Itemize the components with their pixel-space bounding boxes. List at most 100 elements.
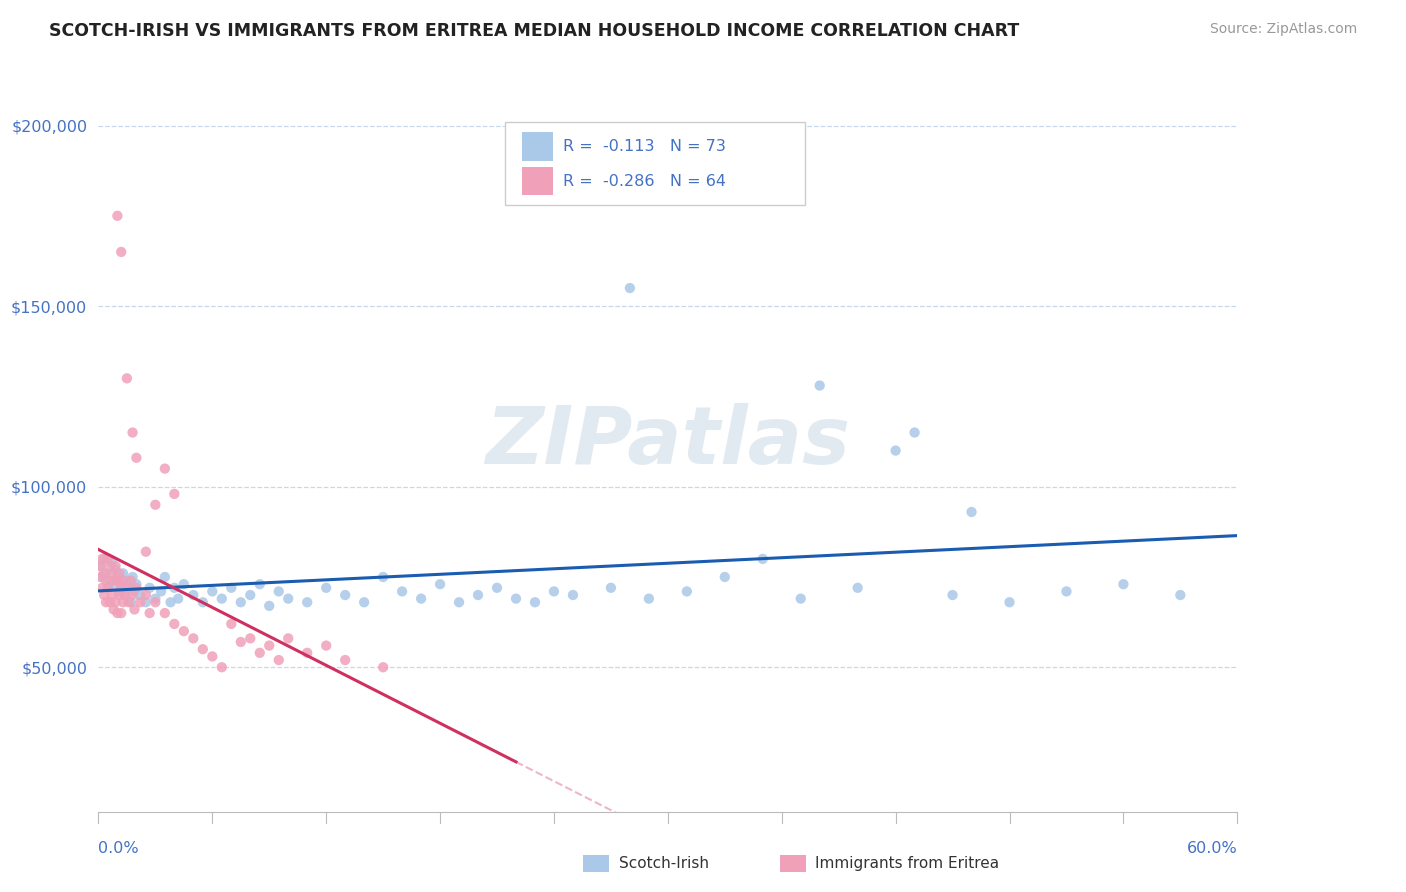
Point — [201, 584, 224, 599]
Point — [97, 581, 120, 595]
Point — [429, 577, 451, 591]
Point — [91, 581, 114, 595]
Point — [124, 584, 146, 599]
Point — [91, 552, 114, 566]
Point — [114, 588, 136, 602]
Point — [98, 559, 121, 574]
Text: Source: ZipAtlas.com: Source: ZipAtlas.com — [1209, 22, 1357, 37]
Point — [120, 574, 142, 588]
Point — [125, 450, 148, 465]
Point — [619, 281, 641, 295]
Point — [229, 595, 252, 609]
Point — [135, 544, 157, 558]
Point — [960, 505, 983, 519]
Point — [103, 574, 125, 588]
Point — [112, 566, 135, 581]
Point — [93, 588, 115, 602]
Point — [167, 591, 190, 606]
Point — [191, 595, 214, 609]
Point — [104, 595, 127, 609]
Point — [93, 552, 115, 566]
Point — [524, 595, 547, 609]
Point — [173, 624, 195, 639]
Point — [91, 570, 114, 584]
Point — [638, 591, 661, 606]
Point — [115, 581, 138, 595]
Point — [145, 591, 167, 606]
Point — [129, 595, 152, 609]
Text: Immigrants from Eritrea: Immigrants from Eritrea — [815, 856, 1000, 871]
Point — [135, 588, 157, 602]
Point — [391, 584, 413, 599]
Point — [159, 595, 181, 609]
Point — [89, 559, 111, 574]
Text: Scotch-Irish: Scotch-Irish — [619, 856, 709, 871]
Point — [904, 425, 927, 440]
Point — [239, 588, 262, 602]
Point — [486, 581, 509, 595]
Point — [752, 552, 775, 566]
Point — [153, 606, 176, 620]
Point — [267, 653, 290, 667]
Point — [107, 209, 129, 223]
Point — [315, 581, 337, 595]
Point — [267, 584, 290, 599]
Point — [277, 632, 299, 646]
Text: SCOTCH-IRISH VS IMMIGRANTS FROM ERITREA MEDIAN HOUSEHOLD INCOME CORRELATION CHAR: SCOTCH-IRISH VS IMMIGRANTS FROM ERITREA … — [49, 22, 1019, 40]
Point — [335, 588, 357, 602]
Point — [103, 577, 125, 591]
Point — [107, 570, 129, 584]
Point — [183, 588, 205, 602]
Point — [562, 588, 585, 602]
Text: R =  -0.113   N = 73: R = -0.113 N = 73 — [562, 139, 725, 153]
Point — [108, 566, 131, 581]
Point — [239, 632, 262, 646]
Point — [145, 498, 167, 512]
Point — [121, 570, 143, 584]
Point — [103, 602, 125, 616]
Point — [790, 591, 813, 606]
Point — [1112, 577, 1135, 591]
Text: 0.0%: 0.0% — [98, 840, 139, 855]
Point — [942, 588, 965, 602]
Point — [107, 606, 129, 620]
Point — [112, 595, 135, 609]
Point — [259, 639, 281, 653]
Point — [163, 616, 186, 631]
Point — [145, 595, 167, 609]
Point — [110, 606, 132, 620]
Point — [100, 588, 122, 602]
Point — [183, 632, 205, 646]
Point — [121, 425, 143, 440]
Point — [353, 595, 375, 609]
Point — [107, 574, 129, 588]
Point — [97, 581, 120, 595]
Point — [315, 639, 337, 653]
Point — [998, 595, 1021, 609]
Point — [467, 588, 489, 602]
Point — [89, 570, 111, 584]
Point — [129, 588, 152, 602]
Point — [94, 595, 117, 609]
Point — [118, 581, 141, 595]
Point — [115, 371, 138, 385]
Point — [125, 581, 148, 595]
Point — [118, 595, 141, 609]
Point — [153, 570, 176, 584]
Point — [93, 566, 115, 581]
Point — [543, 584, 565, 599]
Point — [163, 487, 186, 501]
Point — [1170, 588, 1192, 602]
Point — [221, 581, 243, 595]
Point — [125, 577, 148, 591]
Point — [138, 606, 160, 620]
Point — [94, 566, 117, 581]
Point — [173, 577, 195, 591]
Point — [600, 581, 623, 595]
Point — [277, 591, 299, 606]
Point — [98, 574, 121, 588]
Point — [249, 646, 271, 660]
Point — [138, 581, 160, 595]
Point — [124, 602, 146, 616]
Point — [108, 588, 131, 602]
